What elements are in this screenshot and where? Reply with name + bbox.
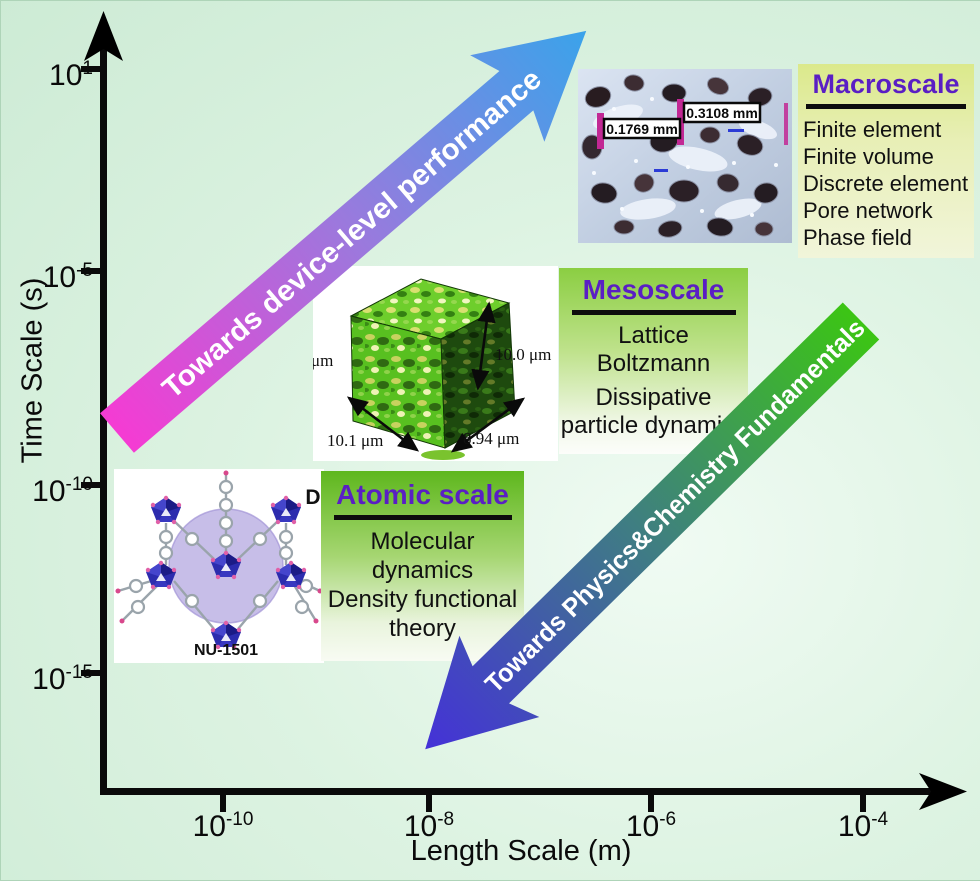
atomic-scale-panel: Atomic scale Molecular dynamics Density … (321, 471, 524, 661)
macroscale-method-item: Finite element (803, 117, 942, 142)
cube-dim-vertical: 10.0 μm (495, 345, 551, 364)
x-tick-10e-10: 10-10 (192, 809, 254, 843)
measurement-label-2: 0.3108 mm (682, 101, 762, 124)
mesoscale-panel: Mesoscale Lattice Boltzmann Dissipative … (559, 268, 748, 454)
macroscale-method-item: Phase field (803, 225, 912, 250)
cube-shadow (421, 450, 465, 460)
foam-pores (581, 74, 779, 238)
x-axis (100, 773, 967, 812)
svg-text:D: D (305, 486, 320, 509)
measurement-label-1: 0.1769 mm (602, 117, 682, 140)
y-tick-10e-10: 10-10 (32, 474, 93, 508)
x-axis-label: Length Scale (m) (410, 835, 632, 867)
macroscale-method-item: Finite volume (803, 144, 934, 169)
mesoscale-title: Mesoscale (582, 274, 725, 305)
y-axis-label: Time Scale (s) (16, 277, 49, 464)
cube-dim-clipped: μm (313, 351, 333, 370)
y-tick-10e1: 101 (49, 58, 93, 92)
atomic-method-item: Density functional theory (327, 586, 518, 642)
macroscale-panel: Macroscale Finite element Finite volume … (798, 64, 974, 258)
mesoscale-method-item: Lattice Boltzmann (596, 322, 711, 377)
atomic-method-item: Molecular dynamics (370, 528, 475, 584)
x-axis-arrowhead (919, 773, 967, 810)
macroscale-method-item: Discrete element (803, 171, 969, 196)
svg-text:0.1769 mm: 0.1769 mm (606, 121, 678, 137)
foam-micrograph-image: 0.1769 mm 0.3108 mm (578, 69, 792, 243)
cube-dim-left: 10.1 μm (327, 431, 383, 450)
x-tick-10e-8: 10-8 (403, 809, 455, 843)
y-tick-10e-5: 10-5 (42, 260, 93, 294)
terminal-atoms (115, 470, 323, 624)
macroscale-title-underline (806, 104, 966, 109)
mesoscale-title-underline (571, 310, 736, 315)
x-tick-10e-4: 10-4 (837, 809, 889, 843)
mesoscale-method-item: Dissipative particle dynamics (560, 384, 747, 439)
microstructure-cube-image: 10.0 μm 10.1 μm 8.94 μm μm (313, 266, 558, 461)
macroscale-method-item: Pore network (803, 198, 933, 223)
y-tick-10e-15: 10-15 (32, 662, 93, 696)
atomic-scale-title: Atomic scale (336, 479, 509, 510)
macroscale-title: Macroscale (812, 69, 960, 99)
cube-dim-right: 8.94 μm (463, 429, 519, 448)
atomic-title-underline (333, 515, 512, 520)
nu1501-caption: NU-1501 (194, 642, 258, 659)
panel-letter: D (305, 486, 320, 509)
x-tick-10e-6: 10-6 (625, 809, 677, 843)
svg-text:0.3108 mm: 0.3108 mm (686, 105, 758, 121)
nu1501-image: NU-1501 (114, 469, 324, 663)
